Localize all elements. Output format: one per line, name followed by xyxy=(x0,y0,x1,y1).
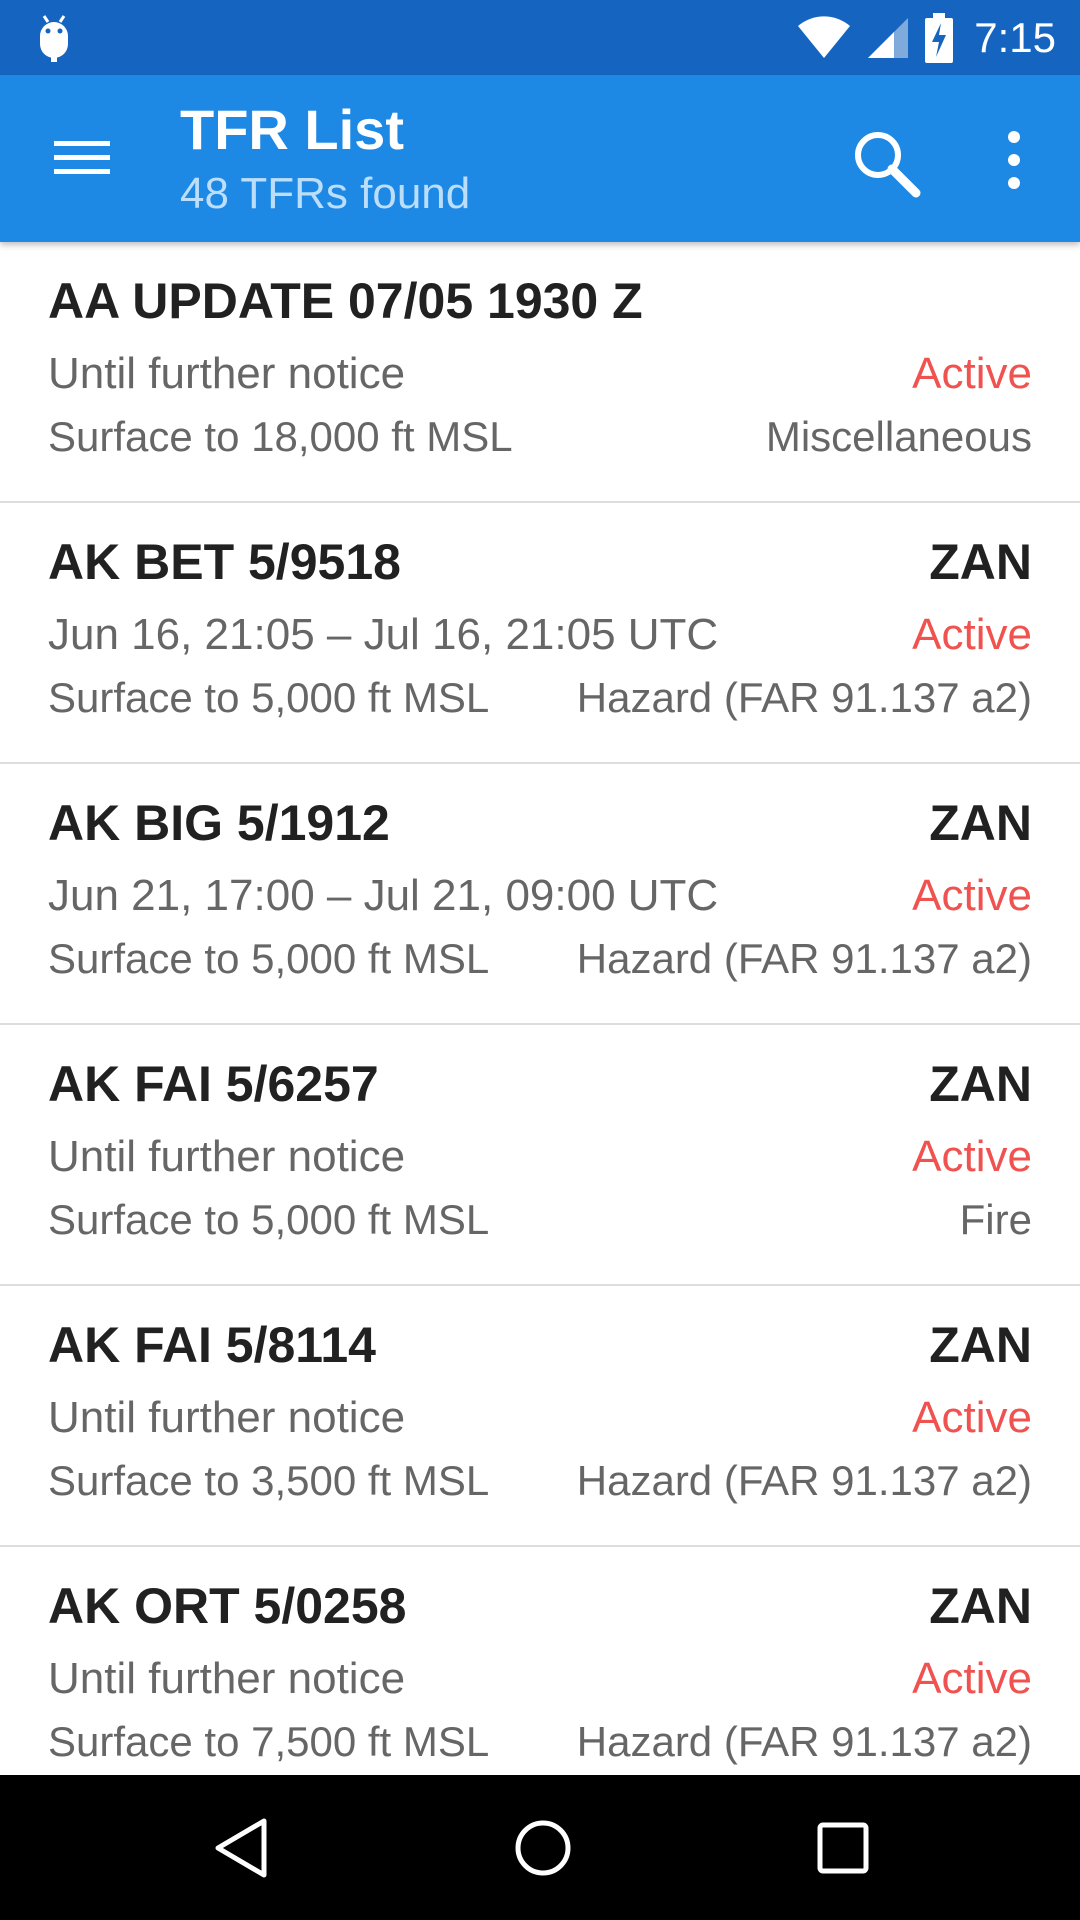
more-vert-icon[interactable] xyxy=(984,125,1044,195)
tfr-type: Hazard (FAR 91.137 a2) xyxy=(576,674,1032,721)
tfr-row-details: Surface to 3,500 ft MSL Hazard (FAR 91.1… xyxy=(48,1457,1032,1505)
tfr-row-time: Until further notice Active xyxy=(48,1654,1032,1704)
tfr-altitude: Surface to 18,000 ft MSL xyxy=(48,413,513,460)
tfr-row-details: Surface to 5,000 ft MSL Fire xyxy=(48,1196,1032,1244)
tfr-list-item[interactable]: AK BIG 5/1912 ZAN Jun 21, 17:00 – Jul 21… xyxy=(0,764,1080,1025)
status-bar: 7:15 xyxy=(0,0,1080,75)
wifi-icon xyxy=(798,15,851,58)
tfr-time: Jun 21, 17:00 – Jul 21, 09:00 UTC xyxy=(48,871,719,920)
tfr-list-item[interactable]: AK ORT 5/0258 ZAN Until further notice A… xyxy=(0,1547,1080,1775)
home-icon[interactable] xyxy=(510,1815,576,1881)
search-icon[interactable] xyxy=(846,123,926,203)
tfr-facility: ZAN xyxy=(929,795,1032,851)
tfr-name: AK FAI 5/8114 xyxy=(48,1317,376,1373)
tfr-facility: ZAN xyxy=(929,534,1032,590)
tfr-row-header: AK ORT 5/0258 ZAN xyxy=(48,1577,1032,1635)
tfr-row-header: AA UPDATE 07/05 1930 Z xyxy=(48,272,1032,330)
tfr-name: AK ORT 5/0258 xyxy=(48,1578,407,1634)
tfr-status: Active xyxy=(912,610,1032,659)
cell-signal-icon xyxy=(868,17,909,58)
tfr-altitude: Surface to 3,500 ft MSL xyxy=(48,1457,490,1504)
tfr-type: Hazard (FAR 91.137 a2) xyxy=(576,1457,1032,1504)
tfr-status: Active xyxy=(912,1654,1032,1703)
tfr-row-details: Surface to 7,500 ft MSL Hazard (FAR 91.1… xyxy=(48,1718,1032,1766)
tfr-name: AA UPDATE 07/05 1930 Z xyxy=(48,273,643,329)
battery-charging-icon xyxy=(925,12,954,63)
tfr-row-time: Jun 21, 17:00 – Jul 21, 09:00 UTC Active xyxy=(48,871,1032,921)
tfr-name: AK FAI 5/6257 xyxy=(48,1056,379,1112)
menu-icon[interactable] xyxy=(44,127,116,187)
tfr-altitude: Surface to 7,500 ft MSL xyxy=(48,1718,490,1765)
tfr-status: Active xyxy=(912,1393,1032,1442)
status-icons: 7:15 xyxy=(796,0,1056,75)
tfr-row-time: Until further notice Active xyxy=(48,349,1032,399)
tfr-altitude: Surface to 5,000 ft MSL xyxy=(48,1196,490,1243)
back-icon[interactable] xyxy=(210,1815,272,1881)
tfr-altitude: Surface to 5,000 ft MSL xyxy=(48,674,490,721)
title-block: TFR List 48 TFRs found xyxy=(180,95,470,223)
tfr-row-details: Surface to 18,000 ft MSL Miscellaneous xyxy=(48,413,1032,461)
tfr-row-details: Surface to 5,000 ft MSL Hazard (FAR 91.1… xyxy=(48,935,1032,983)
page-subtitle: 48 TFRs found xyxy=(180,169,471,218)
tfr-type: Miscellaneous xyxy=(765,413,1032,460)
tfr-type: Hazard (FAR 91.137 a2) xyxy=(576,1718,1032,1765)
tfr-status: Active xyxy=(912,349,1032,398)
tfr-time: Until further notice xyxy=(48,1132,406,1181)
tfr-row-header: AK FAI 5/8114 ZAN xyxy=(48,1316,1032,1374)
tfr-status: Active xyxy=(912,871,1032,920)
tfr-list-item[interactable]: AK FAI 5/6257 ZAN Until further notice A… xyxy=(0,1025,1080,1286)
tfr-row-time: Until further notice Active xyxy=(48,1132,1032,1182)
status-time: 7:15 xyxy=(974,13,1056,61)
recents-icon[interactable] xyxy=(812,1817,874,1879)
tfr-facility: ZAN xyxy=(929,1317,1032,1373)
android-debug-icon xyxy=(40,15,68,62)
tfr-row-time: Until further notice Active xyxy=(48,1393,1032,1443)
navigation-bar xyxy=(0,1775,1080,1920)
tfr-altitude: Surface to 5,000 ft MSL xyxy=(48,935,490,982)
tfr-time: Until further notice xyxy=(48,1654,406,1703)
app-bar: TFR List 48 TFRs found xyxy=(0,75,1080,242)
tfr-row-time: Jun 16, 21:05 – Jul 16, 21:05 UTC Active xyxy=(48,610,1032,660)
tfr-time: Jun 16, 21:05 – Jul 16, 21:05 UTC xyxy=(48,610,719,659)
page-title: TFR List xyxy=(180,98,404,161)
tfr-type: Hazard (FAR 91.137 a2) xyxy=(576,935,1032,982)
tfr-time: Until further notice xyxy=(48,1393,406,1442)
tfr-row-details: Surface to 5,000 ft MSL Hazard (FAR 91.1… xyxy=(48,674,1032,722)
tfr-name: AK BET 5/9518 xyxy=(48,534,401,590)
tfr-status: Active xyxy=(912,1132,1032,1181)
tfr-row-header: AK BET 5/9518 ZAN xyxy=(48,533,1032,591)
tfr-time: Until further notice xyxy=(48,349,406,398)
tfr-name: AK BIG 5/1912 xyxy=(48,795,390,851)
tfr-list-item[interactable]: AA UPDATE 07/05 1930 Z Until further not… xyxy=(0,242,1080,503)
tfr-facility: ZAN xyxy=(929,1578,1032,1634)
tfr-facility: ZAN xyxy=(929,1056,1032,1112)
tfr-list: AA UPDATE 07/05 1930 Z Until further not… xyxy=(0,242,1080,1775)
tfr-list-item[interactable]: AK BET 5/9518 ZAN Jun 16, 21:05 – Jul 16… xyxy=(0,503,1080,764)
tfr-type: Fire xyxy=(959,1196,1032,1243)
tfr-row-header: AK FAI 5/6257 ZAN xyxy=(48,1055,1032,1113)
tfr-list-item[interactable]: AK FAI 5/8114 ZAN Until further notice A… xyxy=(0,1286,1080,1547)
tfr-row-header: AK BIG 5/1912 ZAN xyxy=(48,794,1032,852)
